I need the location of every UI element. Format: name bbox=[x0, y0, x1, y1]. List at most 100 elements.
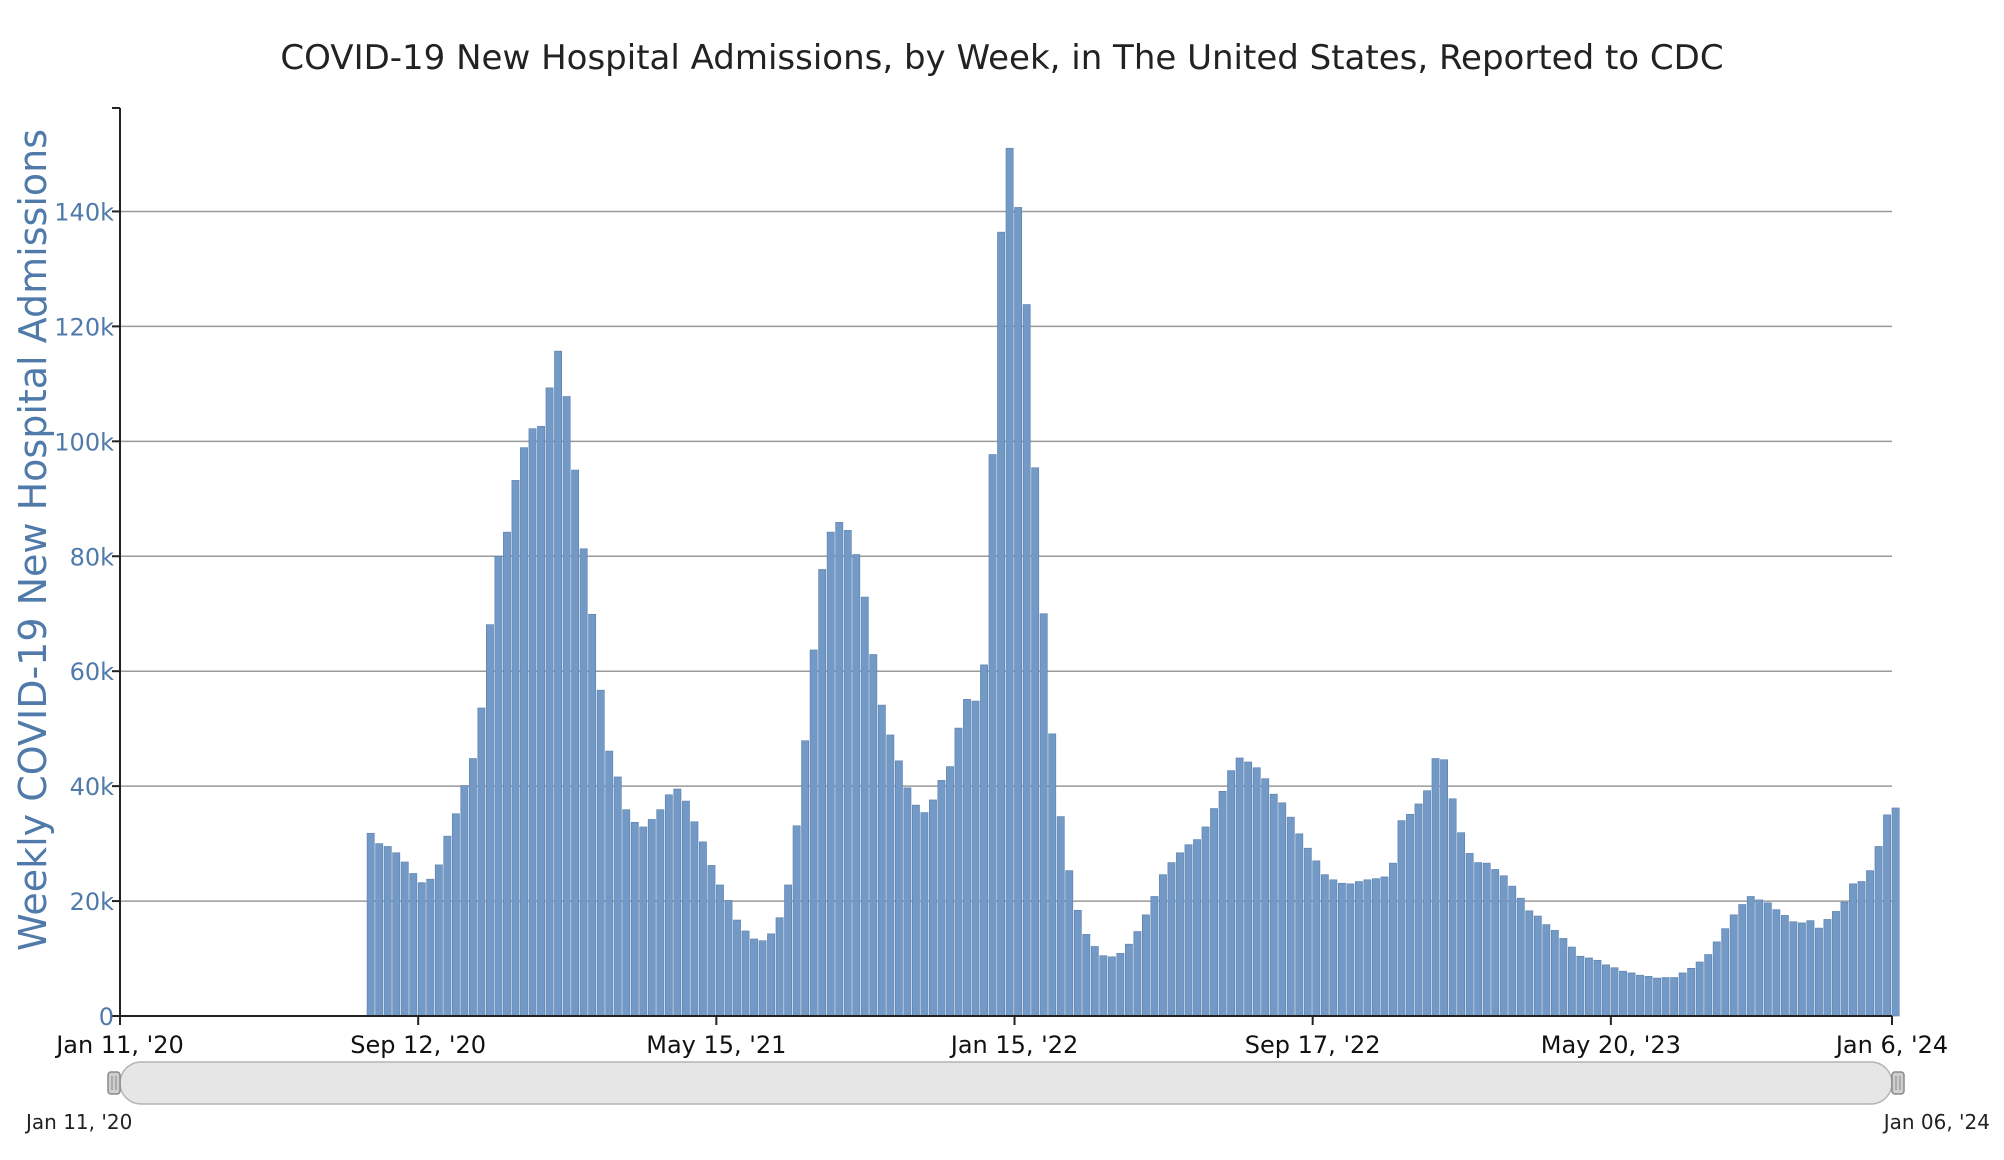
bar[interactable] bbox=[741, 930, 750, 1017]
bar[interactable] bbox=[1150, 896, 1159, 1017]
bar[interactable] bbox=[1329, 879, 1338, 1017]
bar[interactable] bbox=[1039, 613, 1048, 1017]
bar[interactable] bbox=[630, 822, 639, 1017]
bar[interactable] bbox=[1261, 778, 1270, 1017]
bar[interactable] bbox=[1823, 919, 1832, 1017]
bar[interactable] bbox=[494, 555, 503, 1017]
bar[interactable] bbox=[1653, 977, 1661, 1017]
bar[interactable] bbox=[1124, 943, 1133, 1017]
bar[interactable] bbox=[903, 787, 912, 1017]
bar[interactable] bbox=[775, 917, 784, 1017]
bar[interactable] bbox=[1312, 860, 1321, 1017]
bar[interactable] bbox=[1397, 820, 1406, 1017]
bar[interactable] bbox=[1695, 961, 1704, 1017]
bar[interactable] bbox=[1840, 901, 1849, 1017]
bar[interactable] bbox=[1746, 896, 1755, 1017]
bar[interactable] bbox=[1363, 879, 1372, 1017]
bar[interactable] bbox=[1687, 967, 1696, 1017]
bar[interactable] bbox=[997, 231, 1005, 1017]
bar[interactable] bbox=[554, 350, 562, 1017]
bar[interactable] bbox=[1661, 977, 1670, 1017]
bar[interactable] bbox=[647, 819, 656, 1017]
bar[interactable] bbox=[1193, 839, 1201, 1017]
bar[interactable] bbox=[724, 900, 733, 1017]
bar[interactable] bbox=[409, 873, 418, 1017]
bar[interactable] bbox=[1670, 977, 1679, 1017]
bar[interactable] bbox=[1721, 928, 1730, 1017]
bar[interactable] bbox=[664, 794, 673, 1017]
bar[interactable] bbox=[690, 821, 699, 1017]
bar[interactable] bbox=[1227, 770, 1236, 1017]
bar[interactable] bbox=[1610, 967, 1619, 1017]
bar[interactable] bbox=[886, 734, 895, 1017]
bar[interactable] bbox=[1159, 874, 1167, 1017]
bar[interactable] bbox=[1303, 847, 1312, 1017]
bar[interactable] bbox=[1644, 976, 1653, 1017]
bar[interactable] bbox=[1891, 807, 1900, 1017]
bar[interactable] bbox=[1627, 972, 1636, 1017]
bar[interactable] bbox=[656, 809, 665, 1017]
bar[interactable] bbox=[1107, 956, 1116, 1017]
bar[interactable] bbox=[809, 649, 818, 1017]
bar[interactable] bbox=[1210, 808, 1218, 1017]
bar[interactable] bbox=[1763, 902, 1772, 1017]
bar[interactable] bbox=[477, 707, 486, 1017]
bar[interactable] bbox=[1320, 874, 1329, 1017]
bar[interactable] bbox=[460, 785, 469, 1017]
bar[interactable] bbox=[1090, 946, 1099, 1017]
bar[interactable] bbox=[392, 852, 401, 1017]
bar[interactable] bbox=[1874, 846, 1883, 1017]
bar[interactable] bbox=[1678, 972, 1687, 1017]
bar[interactable] bbox=[537, 426, 545, 1017]
bar[interactable] bbox=[988, 454, 997, 1017]
bar[interactable] bbox=[1065, 870, 1074, 1017]
slider-grip[interactable] bbox=[1891, 1071, 1905, 1095]
bar[interactable] bbox=[681, 800, 690, 1017]
bar[interactable] bbox=[767, 933, 775, 1017]
bar[interactable] bbox=[1533, 915, 1542, 1017]
bar[interactable] bbox=[528, 428, 537, 1017]
bar[interactable] bbox=[1022, 304, 1031, 1017]
bar[interactable] bbox=[733, 919, 741, 1017]
bar[interactable] bbox=[1278, 802, 1287, 1017]
bar[interactable] bbox=[1542, 924, 1551, 1017]
bar[interactable] bbox=[852, 554, 861, 1017]
bar[interactable] bbox=[1406, 813, 1414, 1017]
bar[interactable] bbox=[1414, 803, 1423, 1017]
bar[interactable] bbox=[843, 530, 852, 1017]
bar[interactable] bbox=[1056, 816, 1065, 1017]
bar[interactable] bbox=[937, 780, 946, 1017]
bar[interactable] bbox=[571, 469, 580, 1017]
bar[interactable] bbox=[1201, 826, 1210, 1017]
bar[interactable] bbox=[1048, 733, 1057, 1017]
bar[interactable] bbox=[1729, 914, 1738, 1017]
bar[interactable] bbox=[1005, 147, 1014, 1017]
bar[interactable] bbox=[1235, 757, 1244, 1017]
bar[interactable] bbox=[639, 826, 648, 1017]
bar[interactable] bbox=[596, 689, 605, 1017]
bar[interactable] bbox=[1585, 957, 1593, 1017]
bar[interactable] bbox=[716, 884, 724, 1017]
bar[interactable] bbox=[1550, 930, 1559, 1017]
bar[interactable] bbox=[1116, 953, 1125, 1017]
bar[interactable] bbox=[971, 700, 980, 1017]
bar[interactable] bbox=[673, 788, 682, 1017]
bar[interactable] bbox=[417, 882, 426, 1017]
bar[interactable] bbox=[468, 758, 477, 1017]
bar[interactable] bbox=[520, 447, 528, 1017]
bar[interactable] bbox=[1866, 870, 1874, 1017]
slider-grip[interactable] bbox=[107, 1071, 121, 1095]
range-slider-left-handle[interactable] bbox=[107, 1071, 121, 1095]
bar[interactable] bbox=[486, 624, 494, 1017]
bar[interactable] bbox=[383, 846, 392, 1017]
bar[interactable] bbox=[1499, 875, 1508, 1017]
bar[interactable] bbox=[366, 832, 375, 1017]
bar[interactable] bbox=[400, 861, 409, 1017]
bar[interactable] bbox=[588, 613, 597, 1017]
bar[interactable] bbox=[1073, 909, 1082, 1017]
bar[interactable] bbox=[1593, 959, 1602, 1017]
bar[interactable] bbox=[707, 865, 716, 1017]
bar[interactable] bbox=[1184, 844, 1193, 1017]
bar[interactable] bbox=[801, 740, 810, 1017]
bar[interactable] bbox=[1099, 955, 1108, 1017]
